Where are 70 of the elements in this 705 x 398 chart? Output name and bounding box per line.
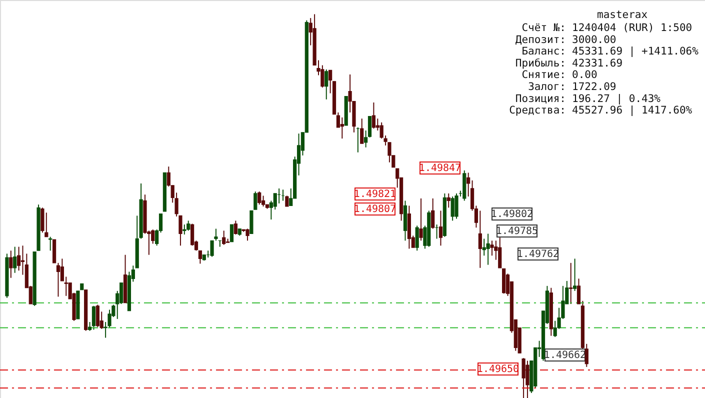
annotation: Снятие: — [522, 69, 566, 82]
candlestick — [254, 191, 258, 210]
candlestick — [40, 207, 44, 234]
candlestick — [56, 262, 60, 298]
annotation: Позиция: — [515, 92, 566, 105]
annotation: 1.49821 — [354, 189, 396, 200]
annotation: Средства: — [509, 104, 566, 117]
candlestick — [490, 240, 494, 256]
annotation: Депозит: — [515, 34, 566, 46]
candlestick — [182, 224, 186, 235]
candlestick — [569, 262, 573, 304]
annotation: 1.49802 — [490, 209, 534, 220]
annotation: 45527.96 | 1417.60% — [572, 104, 693, 117]
candlestick — [273, 192, 277, 210]
candlestick — [573, 258, 577, 292]
candlestick — [230, 224, 234, 242]
candlestick — [198, 250, 202, 264]
candlestick — [261, 195, 266, 207]
candlestick — [486, 233, 490, 266]
annotation: 1.49847 — [418, 163, 462, 174]
candlestick — [234, 220, 238, 235]
candlestick — [431, 198, 435, 230]
candlestick — [210, 240, 214, 258]
candlestick — [9, 250, 13, 278]
annotation: 42331.69 — [572, 57, 623, 70]
candlestick — [44, 212, 48, 238]
candlestick — [250, 210, 254, 234]
candlestick — [446, 192, 450, 208]
candlestick — [285, 195, 289, 207]
annotation: 45331.69 | +1411.06% — [572, 46, 700, 58]
candlestick — [450, 196, 454, 222]
annotation: 3000.00 — [572, 34, 616, 46]
annotation: Прибыль: — [515, 57, 566, 70]
annotation: Баланс: — [522, 46, 566, 58]
candlestick — [360, 118, 364, 144]
candlestick — [419, 198, 423, 242]
annotation: 1.49762 — [516, 249, 560, 260]
candlestick — [17, 246, 21, 272]
candlestick — [186, 220, 190, 232]
candlestick — [52, 238, 56, 264]
candlestick — [222, 230, 226, 246]
candlestick — [438, 210, 443, 246]
candlestick — [340, 116, 344, 140]
candlestick — [190, 223, 194, 246]
annotation: Счёт №: — [522, 22, 566, 34]
annotation: 1.49785 — [496, 226, 538, 237]
annotation: 1.49807 — [354, 204, 396, 215]
candlestick — [324, 68, 328, 100]
text: masterax — [597, 9, 648, 21]
candlestick — [214, 228, 218, 242]
candlestick — [92, 305, 96, 330]
annotation: 1722.09 — [572, 81, 616, 93]
annotation: 1240404 (RUR) 1:500 — [572, 22, 692, 34]
candlestick — [526, 360, 530, 398]
candlestick — [246, 228, 250, 242]
candlestick — [498, 237, 502, 268]
annotation: 196.27 | 0.43% — [572, 92, 662, 105]
annotation: 0.00 — [572, 69, 598, 82]
candlestick — [454, 192, 458, 220]
candlestick — [96, 304, 100, 328]
annotation: 1.49662 — [544, 350, 586, 361]
candlestick — [372, 102, 376, 130]
candlestick — [258, 191, 262, 206]
candlestick — [320, 64, 324, 88]
candlestick — [415, 225, 419, 252]
candlestick — [478, 210, 482, 268]
candlestick — [48, 236, 52, 252]
annotation: Залог: — [528, 81, 566, 93]
candlestick — [13, 246, 17, 274]
candlestick — [522, 358, 526, 398]
